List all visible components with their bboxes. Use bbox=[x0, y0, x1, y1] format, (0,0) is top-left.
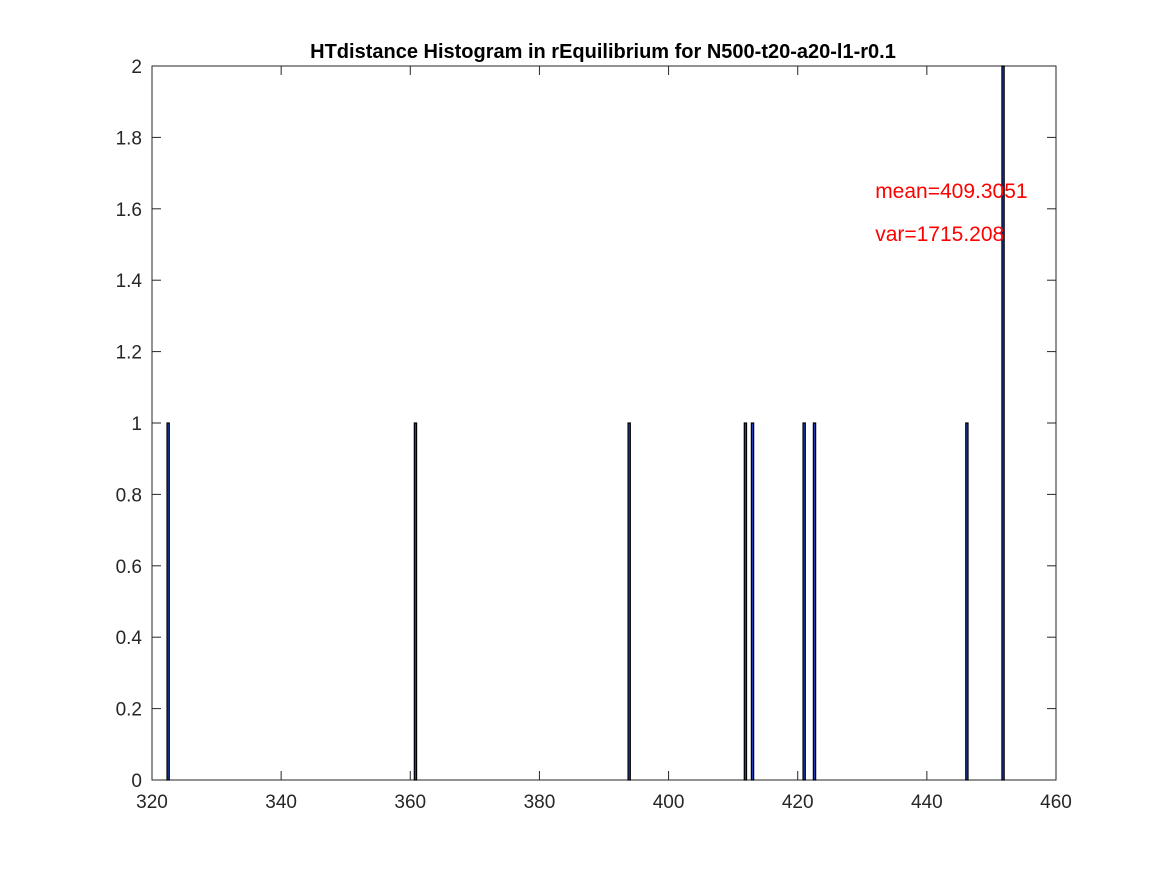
plot-area: 320 340 360 380 400 420 440 460 0 0.2 0.4 0.6 0.8 1 1.… bbox=[116, 57, 1072, 813]
histogram-bar bbox=[802, 422, 806, 781]
axes-box bbox=[151, 65, 1057, 781]
x-tick-label: 400 bbox=[653, 792, 685, 813]
x-tick-label: 440 bbox=[911, 792, 943, 813]
x-tick-label: 380 bbox=[524, 792, 556, 813]
histogram-bar bbox=[166, 422, 170, 781]
x-tick-label: 420 bbox=[782, 792, 814, 813]
y-tick-label: 0.8 bbox=[116, 485, 142, 506]
histogram-bar bbox=[413, 422, 418, 781]
x-tick-label: 340 bbox=[265, 792, 297, 813]
histogram-bar bbox=[812, 422, 817, 781]
annotation-text: mean=409.3051 bbox=[875, 180, 1027, 203]
y-tick-label: 1.4 bbox=[116, 271, 143, 292]
y-tick-label: 0 bbox=[131, 771, 142, 792]
y-tick-label: 0.4 bbox=[116, 628, 143, 649]
chart-title: HTdistance Histogram in rEquilibrium for… bbox=[310, 41, 896, 63]
histogram-bar bbox=[750, 422, 755, 781]
histogram-bar bbox=[743, 422, 748, 781]
y-tick-label: 1.6 bbox=[116, 200, 142, 221]
x-tick-label: 460 bbox=[1040, 792, 1072, 813]
y-tick-label: 1.2 bbox=[116, 343, 142, 364]
annotation-text: var=1715.208 bbox=[875, 223, 1004, 246]
y-tick-label: 1 bbox=[131, 414, 142, 435]
histogram-bar bbox=[965, 422, 969, 781]
y-tick-label: 2 bbox=[131, 57, 142, 78]
histogram-bar bbox=[627, 422, 631, 781]
y-tick-label: 0.6 bbox=[116, 557, 142, 578]
x-tick-label: 360 bbox=[394, 792, 426, 813]
y-tick-label: 1.8 bbox=[116, 128, 142, 149]
y-tick-label: 0.2 bbox=[116, 700, 142, 721]
x-tick-label: 320 bbox=[136, 792, 168, 813]
histogram-bar bbox=[1001, 65, 1005, 781]
